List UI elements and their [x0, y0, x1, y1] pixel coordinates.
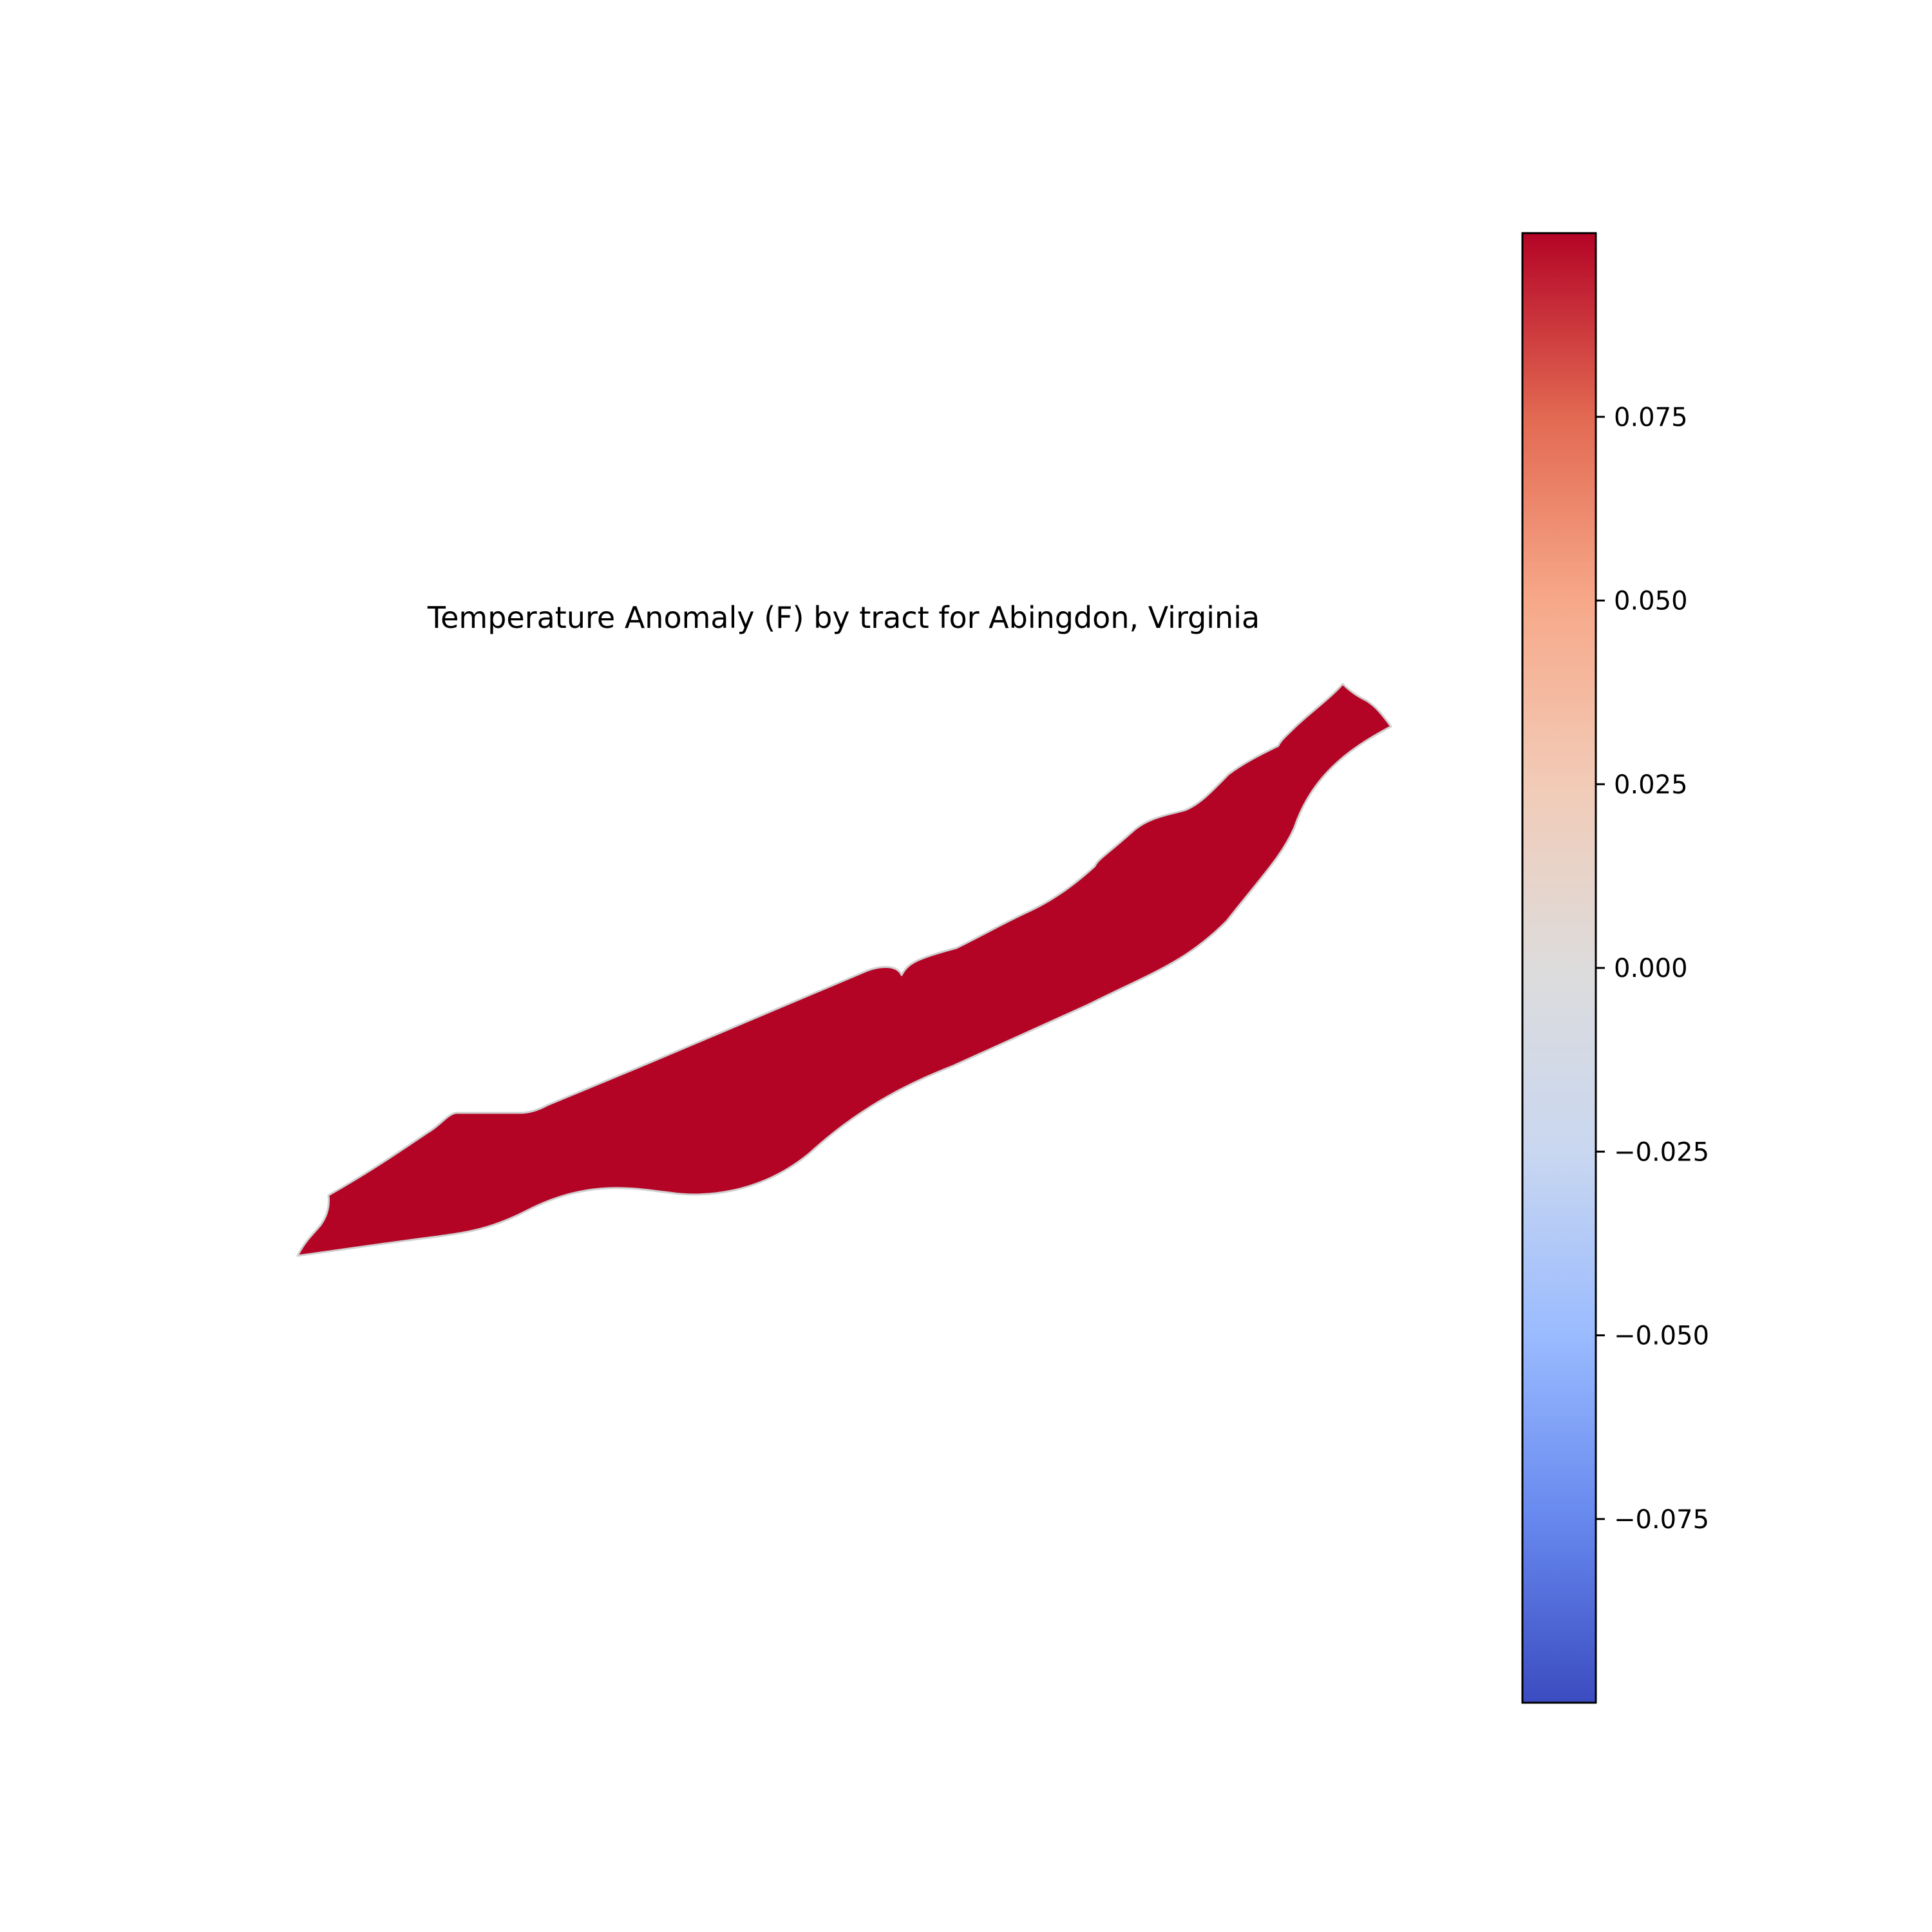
colorbar-tick-label: −0.025	[1614, 1137, 1709, 1167]
colorbar-tick-label: 0.075	[1614, 402, 1688, 432]
colorbar-gradient	[1521, 232, 1597, 1704]
tract-region	[296, 683, 1392, 1257]
chart-title: Temperature Anomaly (F) by tract for Abi…	[427, 600, 1260, 635]
colorbar-tick-label: 0.050	[1614, 587, 1688, 616]
colorbar-tick-label: −0.075	[1614, 1505, 1709, 1535]
colorbar-ticks: 0.075 0.050 0.025 0.000 −0.025 −0.050 −0.075	[1596, 402, 1709, 1535]
colorbar-tick-label: 0.000	[1614, 954, 1688, 983]
colorbar-tick-label: −0.050	[1614, 1321, 1709, 1351]
colorbar-tick-label: 0.025	[1614, 770, 1688, 800]
